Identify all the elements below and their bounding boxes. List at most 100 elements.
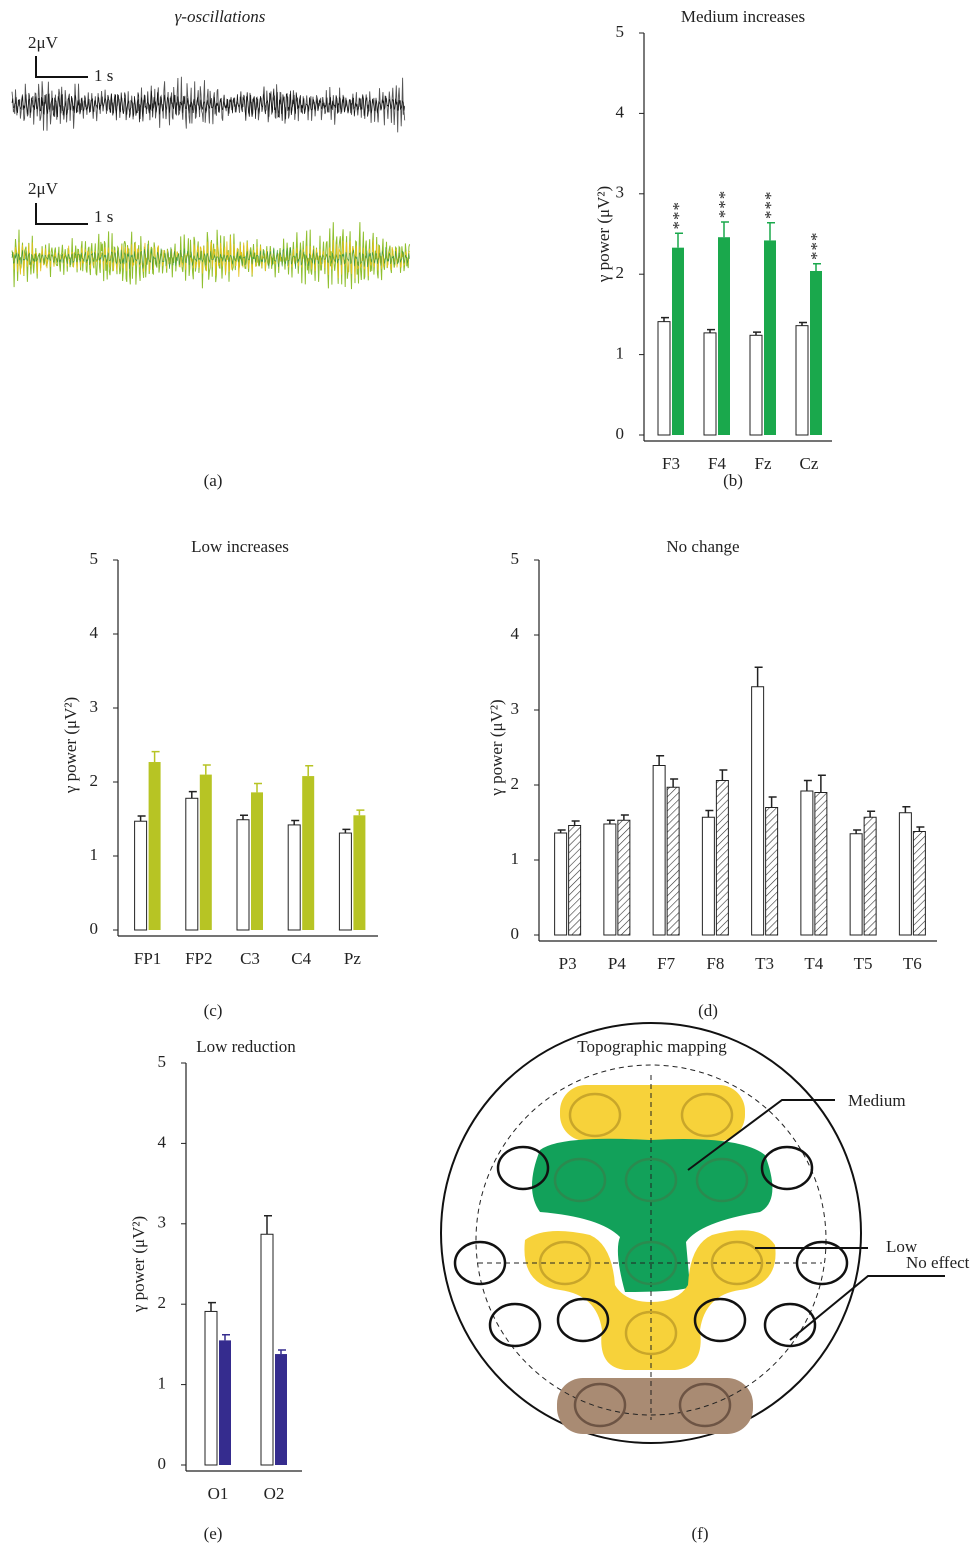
bar xyxy=(849,833,863,936)
panel-title: Topographic mapping xyxy=(577,1037,727,1056)
bar xyxy=(800,790,814,936)
error-bar xyxy=(278,1349,286,1355)
bar xyxy=(275,1354,287,1465)
bar xyxy=(652,765,666,936)
bar xyxy=(185,797,199,931)
bar-chart: Medium increases (b) γ power (μV²) 0 1 2 3 4 5 F3… xyxy=(594,7,832,490)
y-tick-label: 4 xyxy=(90,623,99,642)
x-tick-label: C4 xyxy=(291,949,311,968)
y-tick-label: 0 xyxy=(616,424,625,443)
pointer xyxy=(687,1099,835,1171)
bar xyxy=(764,240,776,435)
error-bar xyxy=(817,774,826,793)
error-bar xyxy=(208,1301,216,1312)
y-tick-label: 1 xyxy=(616,344,625,363)
x-tick-label: Pz xyxy=(344,949,361,968)
error-bar xyxy=(754,666,763,687)
topography: Topographic mapping xyxy=(440,1022,970,1543)
x-tick-label: T6 xyxy=(903,954,922,973)
bar xyxy=(260,1233,274,1466)
region-label: Medium xyxy=(848,1091,906,1110)
significance: *** xyxy=(669,201,688,230)
electrodes xyxy=(453,1092,849,1428)
panel-caption: (a) xyxy=(204,471,223,490)
electrode xyxy=(763,1302,817,1348)
electrode xyxy=(568,1092,622,1138)
y-tick-label: 2 xyxy=(616,263,625,282)
y-axis-label: γ power (μV²) xyxy=(594,186,613,283)
region-low xyxy=(560,1085,745,1141)
pointer xyxy=(789,1275,945,1341)
electrode xyxy=(553,1157,607,1203)
electrode xyxy=(488,1302,542,1348)
bar xyxy=(898,812,912,936)
error-bar xyxy=(813,262,821,271)
x-tick-label: T4 xyxy=(804,954,823,973)
electrode xyxy=(453,1240,507,1286)
x-tick-label: T3 xyxy=(755,954,774,973)
y-tick-label: 1 xyxy=(511,849,520,868)
error-bar xyxy=(670,778,679,788)
error-bar xyxy=(853,829,862,834)
bar xyxy=(338,832,352,931)
y-tick-label: 1 xyxy=(158,1374,167,1393)
error-bar xyxy=(721,221,729,238)
x-tick-label: F3 xyxy=(662,454,680,473)
error-bar xyxy=(705,809,714,818)
head-outline xyxy=(440,1022,862,1444)
scale-time: 1 s xyxy=(94,207,113,226)
electrode xyxy=(710,1240,764,1286)
eeg-trace xyxy=(11,244,410,270)
scale-bar xyxy=(35,203,88,225)
bar xyxy=(814,792,828,936)
error-bar xyxy=(620,814,629,821)
y-tick-label: 2 xyxy=(511,774,520,793)
error-bar xyxy=(799,321,807,326)
bar xyxy=(302,776,315,930)
error-bar xyxy=(291,819,300,825)
bar xyxy=(666,786,680,936)
error-bar xyxy=(803,779,812,791)
y-tick-label: 4 xyxy=(511,624,520,643)
y-tick-label: 0 xyxy=(90,919,99,938)
error-bar xyxy=(342,828,351,834)
error-bar xyxy=(916,826,925,832)
scale-bar xyxy=(35,56,88,78)
significance: *** xyxy=(715,190,734,219)
eeg-panel: γ-oscillations 2μV 1 s 2μV 1 s (a) xyxy=(11,7,411,490)
y-axis-label: γ power (μV²) xyxy=(129,1216,148,1313)
bar xyxy=(236,819,250,931)
error-bar xyxy=(571,820,580,826)
bar xyxy=(672,247,684,435)
error-bar xyxy=(661,316,669,322)
x-tick-label: P3 xyxy=(559,954,577,973)
x-tick-label: Fz xyxy=(755,454,772,473)
electrode xyxy=(678,1382,732,1428)
scale-amplitude: 2μV xyxy=(28,33,59,52)
bar xyxy=(199,774,212,930)
electrode xyxy=(556,1297,610,1343)
electrode xyxy=(693,1297,747,1343)
bar xyxy=(148,762,161,930)
y-tick-label: 3 xyxy=(616,183,625,202)
x-tick-label: FP1 xyxy=(134,949,161,968)
bar xyxy=(718,237,730,435)
error-bar xyxy=(305,764,314,777)
x-tick-label: P4 xyxy=(608,954,626,973)
error-bar xyxy=(222,1334,230,1341)
significance: *** xyxy=(761,190,780,219)
dashed-circle xyxy=(475,1064,827,1416)
y-axis-label: γ power (μV²) xyxy=(487,699,506,796)
electrode xyxy=(624,1157,678,1203)
error-bar xyxy=(753,331,761,336)
y-tick-label: 3 xyxy=(511,699,520,718)
electrode xyxy=(573,1382,627,1428)
scale-amplitude: 2μV xyxy=(28,179,59,198)
y-tick-label: 4 xyxy=(616,102,625,121)
bar xyxy=(353,815,366,930)
x-tick-label: F8 xyxy=(706,954,724,973)
y-tick-label: 3 xyxy=(158,1213,167,1232)
eeg-trace xyxy=(11,236,410,279)
bar xyxy=(715,780,729,936)
